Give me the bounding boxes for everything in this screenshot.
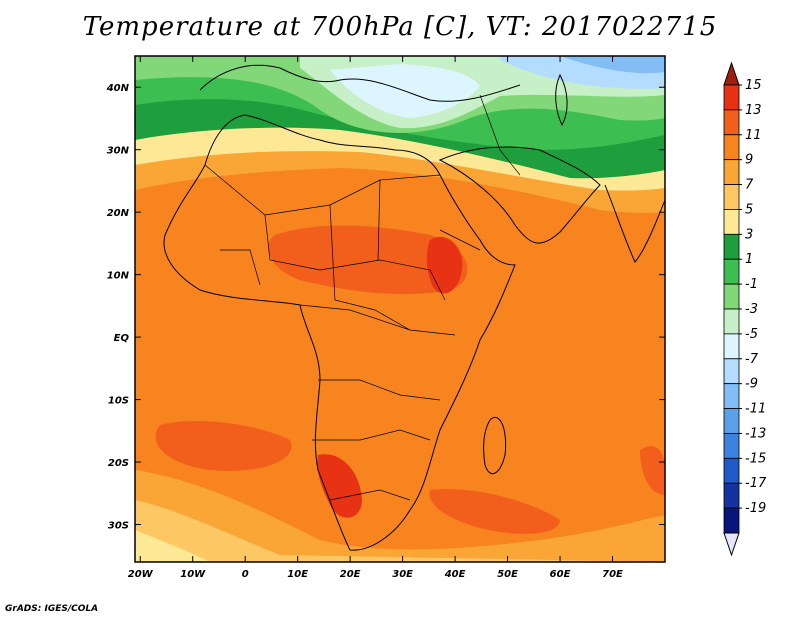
colorbar-swatch xyxy=(723,433,740,459)
warm-patch-ethiopia xyxy=(426,236,463,294)
y-tick-label: 30N xyxy=(107,146,130,157)
colorbar-label: -3 xyxy=(745,302,758,317)
coastlines xyxy=(163,64,665,551)
africa-coastline xyxy=(163,114,516,551)
colorbar-label: 1 xyxy=(745,252,753,267)
colorbar-swatch xyxy=(723,159,740,185)
colorbar-swatch xyxy=(723,209,740,235)
warm-patch-south-atlantic xyxy=(155,420,292,471)
colorbar-label: 11 xyxy=(745,128,762,143)
colorbar-bottom-arrow xyxy=(723,532,740,557)
x-tick-label: 40E xyxy=(444,569,466,580)
plot-frame xyxy=(134,55,666,563)
colorbar-swatch xyxy=(723,283,740,310)
colorbar-label: -15 xyxy=(745,451,766,466)
madagascar-coastline xyxy=(483,417,507,475)
colorbar-label: 15 xyxy=(745,78,762,93)
colorbar-label: 7 xyxy=(745,178,754,193)
axes: 20W 10W 0 10E 20E 30E 40E 50E 60E 70E 40N 30N 20N 10N… xyxy=(106,56,665,580)
x-tick-label: 10W xyxy=(180,569,206,580)
temperature-field xyxy=(135,56,665,562)
colorbar-label: -17 xyxy=(745,476,767,491)
x-tick-label: 20W xyxy=(128,569,154,580)
y-tick-label: 10N xyxy=(107,271,130,282)
colorbar-label: -11 xyxy=(745,402,766,417)
colorbar-swatch xyxy=(723,383,740,409)
india-coastline xyxy=(604,184,665,263)
temp-band-m11 xyxy=(560,56,665,74)
country-borders xyxy=(204,94,521,501)
colorbar-label: -13 xyxy=(745,426,766,441)
colorbar-label: 9 xyxy=(745,153,753,168)
y-tick-label: EQ xyxy=(114,333,130,344)
warm-patch-namibia xyxy=(317,454,362,518)
colorbar-swatch xyxy=(723,408,740,434)
x-tick-label: 70E xyxy=(602,569,623,580)
colorbar: 15 13 11 9 7 5 3 1 -1 -3 -5 -7 -9 -11 -13 -15 -17 -19 xyxy=(723,61,767,557)
colorbar-swatch xyxy=(723,134,740,161)
colorbar-label: 5 xyxy=(745,202,753,217)
colorbar-swatch xyxy=(723,233,740,260)
y-tick-label: 20N xyxy=(107,208,130,219)
warm-patch-indian-ocean xyxy=(429,489,560,534)
colorbar-label: -19 xyxy=(745,501,766,516)
chart-title: Temperature at 700hPa [C], VT: 201702271… xyxy=(82,12,718,42)
y-tick-label: 40N xyxy=(106,83,130,94)
x-tick-label: 60E xyxy=(550,569,571,580)
x-tick-label: 0 xyxy=(242,569,249,580)
colorbar-swatch xyxy=(723,109,740,136)
colorbar-swatch xyxy=(723,507,740,534)
y-tick-label: 30S xyxy=(108,521,129,532)
y-tick-label: 20S xyxy=(108,458,129,469)
colorbar-swatch xyxy=(723,482,740,509)
colorbar-swatch xyxy=(723,258,740,285)
warm-patch-east xyxy=(640,446,665,495)
colorbar-swatch xyxy=(723,358,740,385)
warm-patch-sahel xyxy=(268,225,468,295)
x-tick-label: 20E xyxy=(340,569,361,580)
temp-band-3-south xyxy=(135,530,210,562)
colorbar-top-arrow xyxy=(723,61,740,86)
colorbar-label: -7 xyxy=(745,352,759,367)
colorbar-label: -1 xyxy=(745,277,758,292)
colorbar-swatch xyxy=(723,308,740,335)
europe-coastline xyxy=(199,64,521,102)
footer-credit: GrADS: IGES/COLA xyxy=(5,604,99,614)
colorbar-swatch xyxy=(723,84,740,111)
caspian-coastline xyxy=(555,73,568,127)
temp-band-7-south xyxy=(135,470,665,562)
colorbar-swatch xyxy=(723,333,740,360)
x-tick-label: 50E xyxy=(497,569,518,580)
x-tick-label: 30E xyxy=(392,569,413,580)
colorbar-swatch xyxy=(723,184,740,210)
colorbar-label: -9 xyxy=(745,377,758,392)
colorbar-label: -5 xyxy=(745,327,758,342)
colorbar-label: 3 xyxy=(745,227,753,242)
colorbar-swatch xyxy=(723,457,740,484)
x-tick-label: 10E xyxy=(287,569,308,580)
arabia-coastline xyxy=(438,146,601,244)
y-tick-label: 10S xyxy=(108,396,129,407)
colorbar-label: 13 xyxy=(745,103,762,118)
